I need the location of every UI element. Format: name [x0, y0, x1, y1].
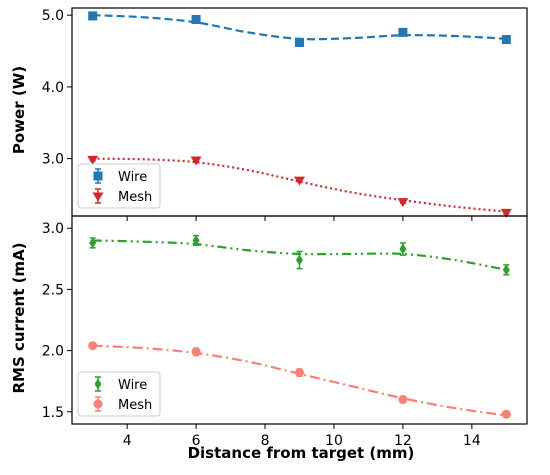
legend-marker — [93, 399, 103, 409]
panel-current: 1.5 2.0 2.5 3.0 4 6 8 10 12 14 Wire Mesh — [42, 221, 511, 449]
data-point — [295, 37, 304, 47]
legend: Wire Mesh — [77, 163, 161, 209]
legend-label: Wire — [118, 170, 147, 185]
y-tick-label: 2.0 — [42, 344, 64, 360]
data-point — [397, 198, 409, 208]
data-point — [399, 243, 407, 255]
x-tick-label: 10 — [325, 433, 343, 449]
data-point — [502, 264, 510, 276]
series-mesh — [87, 155, 512, 218]
trend-line — [92, 14, 507, 41]
data-point — [190, 156, 202, 166]
legend-marker — [93, 171, 103, 181]
y-tick-label: 5.0 — [42, 8, 64, 24]
xlabel: Distance from target (mm) — [188, 444, 415, 462]
trend-line — [92, 157, 507, 213]
data-point — [191, 14, 201, 24]
panel-power: 3.0 4.0 5.0 Wire Mesh — [42, 8, 512, 221]
x-tick-label: 14 — [463, 433, 481, 449]
top-ylabel: Power (W) — [10, 66, 28, 154]
data-point — [501, 35, 511, 45]
series-wire — [88, 11, 511, 47]
data-point — [501, 409, 511, 419]
y-tick-label: 2.5 — [42, 282, 64, 298]
series-wire — [89, 234, 510, 276]
legend-label: Mesh — [118, 190, 152, 205]
data-point — [87, 155, 99, 165]
legend-label: Mesh — [118, 398, 152, 413]
data-point — [88, 11, 98, 21]
data-point — [192, 234, 200, 246]
series-mesh — [88, 341, 511, 419]
data-point — [191, 347, 201, 357]
legend: Wire Mesh — [77, 371, 161, 417]
bottom-axes-frame — [71, 215, 528, 425]
data-point — [294, 176, 305, 186]
data-point — [88, 341, 98, 351]
data-point — [398, 395, 408, 405]
legend-marker — [94, 378, 102, 390]
x-tick-label: 4 — [123, 433, 132, 449]
y-tick-label: 4.0 — [42, 80, 64, 96]
y-tick-label: 3.0 — [42, 221, 64, 237]
data-point — [398, 27, 408, 37]
x-tick-label: 12 — [394, 433, 412, 449]
data-point — [500, 208, 512, 218]
x-tick-label: 6 — [192, 433, 201, 449]
x-tick-label: 8 — [261, 433, 270, 449]
legend-label: Wire — [118, 378, 147, 393]
data-point — [296, 254, 303, 266]
data-point — [89, 237, 97, 249]
y-tick-label: 3.0 — [42, 152, 64, 168]
legend-marker — [92, 192, 104, 202]
y-tick-label: 1.5 — [42, 405, 64, 421]
bottom-ylabel: RMS current (mA) — [10, 242, 28, 393]
data-point — [295, 368, 304, 378]
